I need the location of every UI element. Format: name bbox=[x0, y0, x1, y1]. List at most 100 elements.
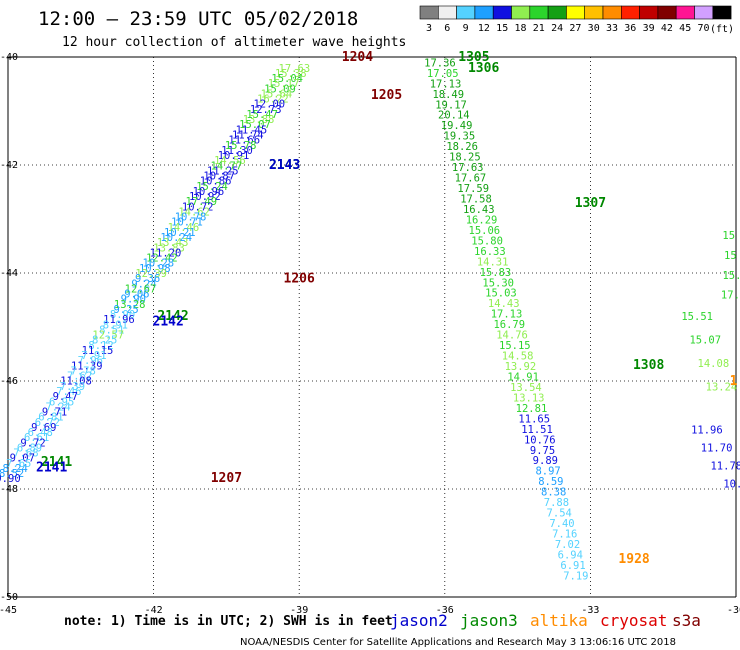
wave-track-track-e: 15 15 15. 17.1 bbox=[721, 230, 740, 301]
wave-height-value: 7.68 bbox=[13, 448, 38, 460]
wave-height-value: 11.45 bbox=[236, 124, 268, 136]
wave-height-value: 17.36 bbox=[424, 57, 456, 69]
wave-height-value: 7.88 bbox=[544, 497, 569, 509]
map-subtitle: 12 hour collection of altimeter wave hei… bbox=[62, 35, 406, 50]
wave-height-value: 15.47 bbox=[246, 109, 278, 121]
scale-swatch bbox=[694, 5, 714, 20]
wave-height-value: 16.22 bbox=[257, 94, 289, 106]
wave-height-value: 13.54 bbox=[510, 382, 542, 394]
wave-height-value: 13.24 bbox=[706, 381, 738, 393]
wave-height-value: 6.61 bbox=[24, 432, 49, 444]
scale-swatch bbox=[657, 5, 677, 20]
wave-height-value: 9.90 bbox=[0, 473, 21, 485]
wave-height-value: 15. bbox=[722, 270, 740, 282]
scale-swatch bbox=[456, 5, 476, 20]
wave-height-value: 8.25 bbox=[92, 335, 117, 347]
satellite-legend-s3a: s3a bbox=[672, 611, 701, 630]
scale-label: 45 bbox=[679, 23, 691, 34]
wave-height-value: 18.25 bbox=[449, 152, 481, 164]
wave-height-value: 7.02 bbox=[555, 539, 580, 551]
wave-height-value: 17.63 bbox=[279, 63, 311, 75]
wave-height-value: 15.06 bbox=[469, 225, 501, 237]
scale-label: 70 bbox=[697, 23, 709, 34]
wave-height-value: 6.95 bbox=[49, 396, 74, 408]
wave-height-value: 16.29 bbox=[466, 214, 498, 226]
wave-height-value: 16.33 bbox=[474, 246, 506, 258]
wave-height-value: 19.17 bbox=[435, 99, 467, 111]
wave-height-value: 12.67 bbox=[125, 283, 157, 295]
latitude-tick-label: -40 bbox=[0, 52, 18, 63]
wave-height-value: 10.21 bbox=[164, 227, 196, 239]
scale-label: 24 bbox=[551, 23, 563, 34]
wave-height-value: 17.13 bbox=[491, 309, 523, 321]
wave-height-value: 14.46 bbox=[168, 222, 200, 234]
satellite-legend: jason2 jason3 altika cryosat s3a bbox=[390, 611, 701, 630]
scale-label: 30 bbox=[588, 23, 600, 34]
scale-label: 27 bbox=[569, 23, 581, 34]
pass-number-label: 2141 bbox=[41, 455, 72, 470]
wave-height-value: 9.90 bbox=[121, 294, 146, 306]
wave-height-value: 15.15 bbox=[499, 340, 531, 352]
wave-height-value: 11.20 bbox=[150, 247, 182, 259]
wave-height-value: 8.90 bbox=[110, 309, 135, 321]
wave-height-value: 13.92 bbox=[505, 361, 537, 373]
scale-label: 9 bbox=[463, 23, 469, 34]
pass-number-label: 1205 bbox=[371, 88, 402, 103]
wave-height-value: 6.81 bbox=[38, 412, 63, 424]
scale-swatch bbox=[474, 5, 494, 20]
wave-height-value: 14.43 bbox=[488, 298, 520, 310]
scale-swatch bbox=[419, 5, 439, 20]
pass-number-label: 1206 bbox=[284, 271, 315, 286]
scale-swatch bbox=[602, 5, 622, 20]
wave-height-value: 7.19 bbox=[563, 570, 588, 582]
wave-height-value: 7.16 bbox=[552, 529, 577, 541]
wave-height-value: 13.13 bbox=[513, 392, 545, 404]
wave-height-value: 10.91 bbox=[218, 150, 250, 162]
scale-label: 33 bbox=[606, 23, 618, 34]
pass-number-label: 1928 bbox=[618, 552, 649, 567]
wave-height-value: 15.80 bbox=[471, 235, 503, 247]
color-scale: 3 6 9 12 15 18 21 24 27 30 33 36 39 42 45 70 bbox=[419, 5, 732, 34]
wave-height-value: 11.08 bbox=[60, 376, 92, 388]
scale-label: 18 bbox=[514, 23, 526, 34]
wave-height-value: 12.39 bbox=[135, 268, 167, 280]
wave-height-value: 10.96 bbox=[193, 186, 225, 198]
wave-height-value: 8.24 bbox=[3, 463, 28, 475]
wave-height-value: 12.57 bbox=[92, 330, 124, 342]
wave-height-value: 14.77 bbox=[211, 160, 243, 172]
wave-height-value: 17.1 bbox=[721, 290, 740, 302]
wave-height-value: 15.38 bbox=[275, 68, 307, 80]
wave-track-track-c: 11.96 11.70 11.78 10.4 bbox=[691, 425, 740, 491]
wave-height-value: 14.08 bbox=[698, 358, 730, 370]
wave-height-value: 6.48 bbox=[28, 427, 53, 439]
wave-height-value: 11.51 bbox=[521, 424, 553, 436]
wave-height-value: 6.89 bbox=[17, 442, 42, 454]
wave-height-value: 11.78 bbox=[710, 461, 740, 473]
wave-height-value: 9.06 bbox=[124, 289, 149, 301]
wave-height-value: 17.58 bbox=[460, 194, 492, 206]
pass-number-label: 2141 bbox=[36, 460, 67, 475]
wave-height-value: 10.24 bbox=[160, 232, 192, 244]
scale-label: 42 bbox=[661, 23, 673, 34]
pass-number-label: 2142 bbox=[153, 315, 184, 330]
scale-swatch bbox=[492, 5, 512, 20]
latitude-tick-label: -46 bbox=[0, 376, 18, 387]
wave-height-value: 9.07 bbox=[10, 453, 35, 465]
pass-labels: 1204120512061207130513061307130821432143… bbox=[36, 50, 738, 567]
wave-height-value: 8.91 bbox=[103, 319, 128, 331]
wave-height-value: 15.07 bbox=[689, 335, 721, 347]
scale-swatch bbox=[511, 5, 531, 20]
wave-height-tracks: 17.6315.3815.0415.1715.0915.6416.2212.00… bbox=[0, 57, 740, 582]
credit-line: NOAA/NESDIS Center for Satellite Applica… bbox=[240, 637, 676, 648]
wave-height-value: 12.42 bbox=[146, 253, 178, 265]
scale-swatch bbox=[566, 5, 586, 20]
wave-height-value: 10.76 bbox=[524, 434, 556, 446]
scale-swatch bbox=[712, 5, 732, 20]
wave-height-value: 9.24 bbox=[131, 278, 156, 290]
wave-height-value: 14.58 bbox=[502, 351, 534, 363]
wave-height-value: 9.71 bbox=[42, 407, 67, 419]
latitude-tick-label: -42 bbox=[0, 160, 18, 171]
pass-number-label: 2142 bbox=[157, 309, 188, 324]
scale-swatch bbox=[620, 5, 640, 20]
